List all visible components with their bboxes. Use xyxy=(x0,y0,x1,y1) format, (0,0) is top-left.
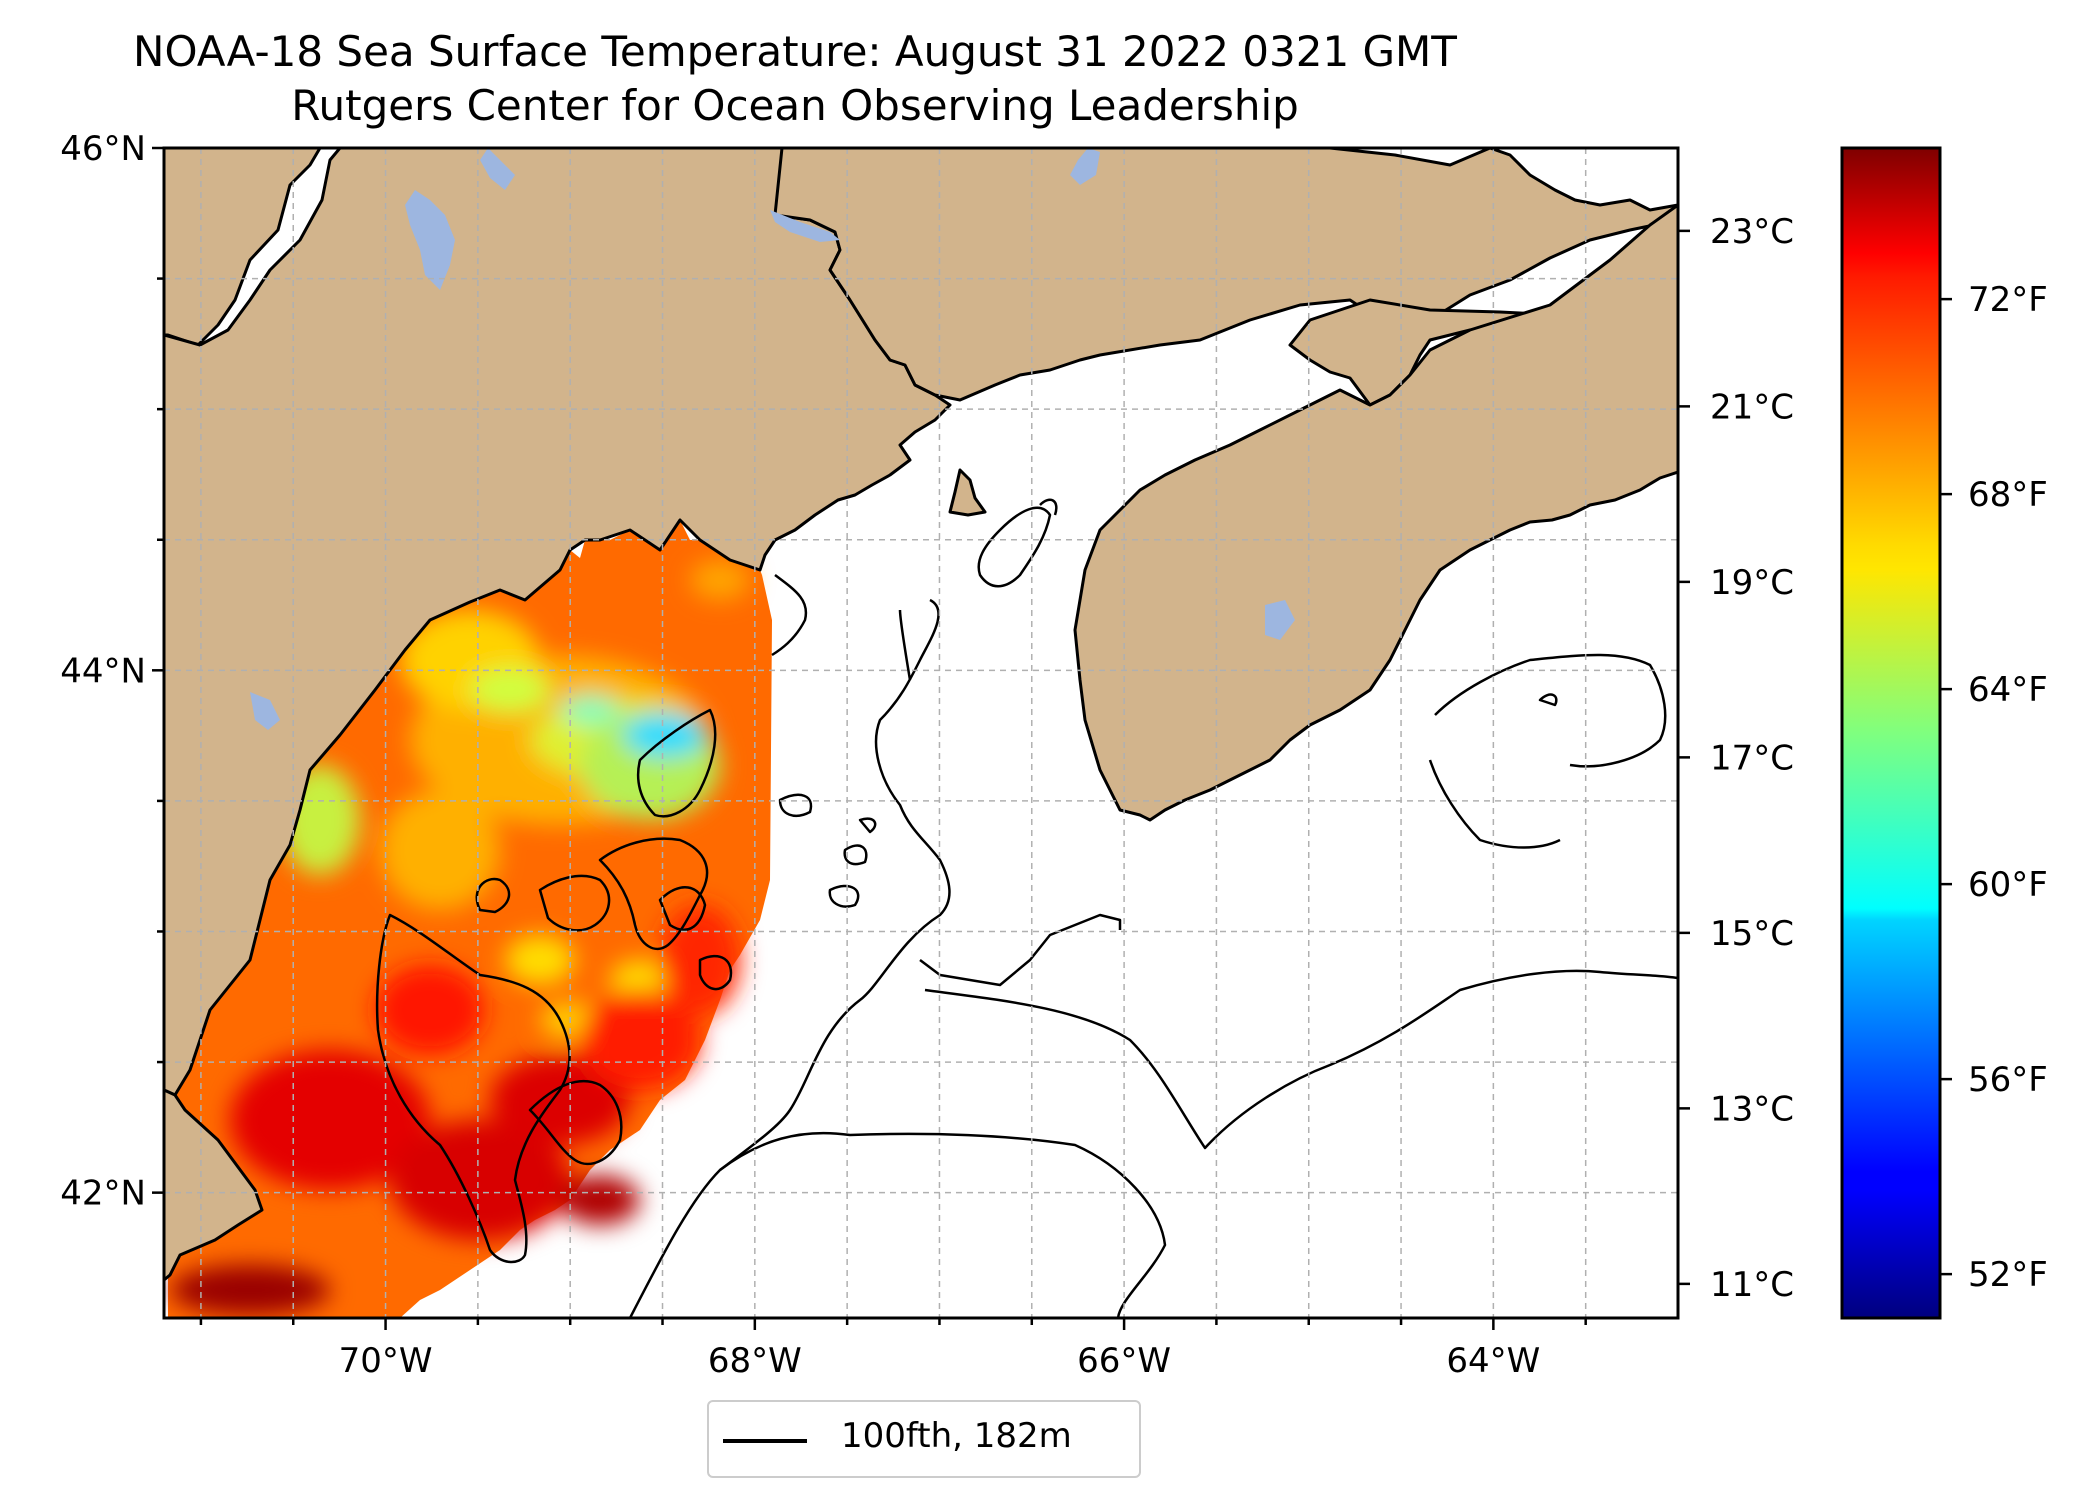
sst-hot-patch xyxy=(580,990,700,1090)
fahrenheit-tick-label: 52°F xyxy=(1968,1255,2048,1295)
river xyxy=(770,210,840,242)
celsius-tick-label: 21°C xyxy=(1710,387,1794,427)
fahrenheit-tick-label: 56°F xyxy=(1968,1060,2048,1100)
lake xyxy=(1070,148,1100,185)
land-grand-manan xyxy=(948,468,987,517)
sst-hot-patch xyxy=(390,1120,570,1240)
land-cobequid xyxy=(1288,298,1612,407)
isobath-small xyxy=(858,817,877,834)
isobath-fundy-mouth xyxy=(898,609,912,681)
isobath-100fth xyxy=(375,498,1678,1318)
lon-tick-label: 70°W xyxy=(339,1341,433,1381)
lon-tick-label: 66°W xyxy=(1077,1341,1171,1381)
land-massachusetts xyxy=(164,1088,264,1282)
lat-tick-label: 42°N xyxy=(60,1174,146,1214)
isobath-emerald-basin xyxy=(1434,653,1667,768)
colorbar: 72°F 68°F 64°F 60°F 56°F 52°F 23°C 21°C 19°C 17°C… xyxy=(1678,146,2048,1320)
lake-moosehead xyxy=(405,190,455,290)
axis-tick-labels: 46°N 44°N 42°N 70°W 68°W 66°W 64°W xyxy=(60,129,1540,1381)
isobath-grand-manan-basin xyxy=(771,573,808,657)
legend-line-swatch xyxy=(723,1439,807,1443)
celsius-tick-label: 19°C xyxy=(1710,563,1794,603)
lat-tick-label: 44°N xyxy=(60,651,146,691)
isobath-basin-b xyxy=(528,1080,623,1166)
lat-tick-label: 46°N xyxy=(60,129,146,169)
isobath-small xyxy=(778,793,813,817)
map-title: NOAA-18 Sea Surface Temperature: August … xyxy=(133,27,1457,76)
colorbar-tick-labels: 72°F 68°F 64°F 60°F 56°F 52°F 23°C 21°C 19°C 17°C… xyxy=(1710,212,2048,1305)
sst-cold-patch xyxy=(560,695,620,725)
sst-warm-patch xyxy=(380,790,500,910)
isobath-bay-of-fundy xyxy=(977,506,1052,588)
map-gridlines xyxy=(164,147,1678,1318)
celsius-tick-label: 17°C xyxy=(1710,738,1794,778)
sst-hot-patch xyxy=(170,1265,330,1315)
sst-warm-patch xyxy=(505,935,575,985)
land xyxy=(164,148,1678,1282)
lon-tick-label: 64°W xyxy=(1446,1341,1540,1381)
celsius-tick-label: 15°C xyxy=(1710,914,1794,954)
colorbar-gradient xyxy=(1840,146,1942,1320)
map-frame xyxy=(162,146,1680,1320)
map-area xyxy=(164,148,1678,1318)
isobath-browns-bank xyxy=(919,913,1122,987)
lake xyxy=(250,692,280,730)
isobath-small xyxy=(843,844,868,866)
sst-hot-patch xyxy=(230,1050,430,1190)
celsius-tick-label: 23°C xyxy=(1710,212,1794,252)
isobath-basin-c xyxy=(475,877,511,914)
sst-hot-patch xyxy=(560,1175,640,1225)
fahrenheit-tick-label: 68°F xyxy=(1968,475,2048,515)
land-nova-scotia xyxy=(1073,203,1678,822)
isobath-basin-f xyxy=(636,708,717,818)
colorbar-ticks xyxy=(1678,229,1952,1286)
fahrenheit-tick-label: 60°F xyxy=(1968,865,2048,905)
isobath-georges-bank xyxy=(628,1131,1167,1318)
isobath-basin-a xyxy=(375,913,571,1264)
lake xyxy=(1265,600,1295,640)
sst-warm-patch xyxy=(690,560,750,600)
isobath-basin-d xyxy=(538,874,611,932)
fahrenheit-tick-label: 72°F xyxy=(1968,280,2048,320)
celsius-tick-label: 11°C xyxy=(1710,1265,1794,1305)
isobath-emerald-lower xyxy=(1428,759,1561,849)
sst-cool-patch xyxy=(470,668,550,712)
celsius-tick-label: 13°C xyxy=(1710,1089,1794,1129)
sst-hot-patch xyxy=(490,1055,630,1145)
isobath-basin-h xyxy=(698,954,733,991)
isobath-small xyxy=(1538,693,1558,707)
land-new-brunswick xyxy=(773,148,1678,402)
isobath-basin-e xyxy=(598,837,709,951)
lakes xyxy=(250,148,1295,730)
isobath-scotian-slope xyxy=(924,969,1678,1150)
legend: 100fth, 182m xyxy=(707,1400,1141,1478)
isobath-northeast-channel-west xyxy=(719,598,951,1171)
lake xyxy=(480,148,515,190)
sst-hot-patch xyxy=(375,965,485,1055)
isobath-fundy-small xyxy=(1039,498,1058,516)
lon-tick-label: 68°W xyxy=(708,1341,802,1381)
fahrenheit-tick-label: 64°F xyxy=(1968,670,2048,710)
map-subtitle: Rutgers Center for Ocean Observing Leade… xyxy=(291,81,1299,130)
isobath-basin-g xyxy=(658,886,707,931)
axis-ticks xyxy=(152,146,1587,1330)
legend-label: 100fth, 182m xyxy=(841,1416,1072,1456)
isobath-small xyxy=(828,884,860,908)
sst-warm-patch xyxy=(610,960,670,1000)
